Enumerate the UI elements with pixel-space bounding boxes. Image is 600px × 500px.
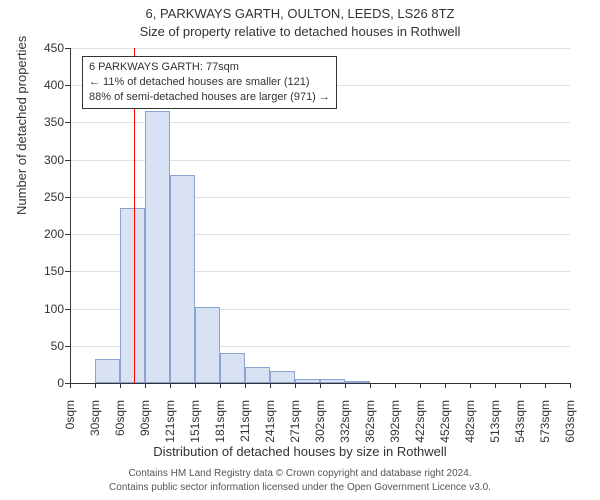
x-tick-label: 422sqm [413, 400, 427, 443]
x-tick-mark [245, 383, 246, 388]
histogram-bar [245, 367, 270, 383]
y-tick-label: 250 [24, 190, 64, 204]
x-tick-label: 90sqm [138, 400, 152, 436]
x-tick-mark [420, 383, 421, 388]
gridline-h [70, 48, 570, 49]
footer-line-2: Contains public sector information licen… [0, 482, 600, 493]
x-tick-label: 121sqm [163, 400, 177, 443]
x-tick-label: 362sqm [363, 400, 377, 443]
histogram-bar [270, 371, 295, 383]
histogram-bar [170, 175, 195, 383]
x-tick-mark [570, 383, 571, 388]
x-tick-label: 332sqm [338, 400, 352, 443]
x-tick-mark [145, 383, 146, 388]
x-tick-label: 0sqm [63, 400, 77, 429]
x-tick-mark [345, 383, 346, 388]
x-tick-label: 603sqm [563, 400, 577, 443]
x-tick-mark [445, 383, 446, 388]
y-axis-line [70, 48, 71, 383]
x-tick-label: 573sqm [538, 400, 552, 443]
y-tick-label: 450 [24, 41, 64, 55]
chart-title-address: 6, PARKWAYS GARTH, OULTON, LEEDS, LS26 8… [0, 6, 600, 21]
x-tick-mark [70, 383, 71, 388]
x-tick-label: 30sqm [88, 400, 102, 436]
histogram-bar [145, 111, 171, 383]
annotation-box: 6 PARKWAYS GARTH: 77sqm ← 11% of detache… [82, 56, 337, 109]
x-tick-mark [270, 383, 271, 388]
annotation-line-1: 6 PARKWAYS GARTH: 77sqm [89, 60, 330, 75]
y-tick-label: 350 [24, 115, 64, 129]
y-tick-label: 0 [24, 376, 64, 390]
x-tick-label: 452sqm [438, 400, 452, 443]
x-tick-label: 211sqm [238, 400, 252, 442]
y-tick-label: 200 [24, 227, 64, 241]
x-axis-title: Distribution of detached houses by size … [0, 444, 600, 459]
x-tick-mark [470, 383, 471, 388]
x-tick-mark [395, 383, 396, 388]
plot-area: 6 PARKWAYS GARTH: 77sqm ← 11% of detache… [70, 48, 570, 383]
x-tick-label: 151sqm [188, 400, 202, 443]
chart-container: 6, PARKWAYS GARTH, OULTON, LEEDS, LS26 8… [0, 0, 600, 500]
x-tick-mark [495, 383, 496, 388]
histogram-bar [195, 307, 220, 383]
histogram-bar [95, 359, 120, 383]
y-tick-label: 400 [24, 78, 64, 92]
x-tick-mark [95, 383, 96, 388]
x-tick-mark [320, 383, 321, 388]
x-tick-label: 513sqm [488, 400, 502, 443]
x-tick-mark [545, 383, 546, 388]
y-tick-label: 100 [24, 302, 64, 316]
x-tick-mark [120, 383, 121, 388]
x-tick-label: 302sqm [313, 400, 327, 443]
x-tick-mark [520, 383, 521, 388]
y-tick-label: 300 [24, 153, 64, 167]
histogram-bar [120, 208, 145, 383]
x-tick-mark [170, 383, 171, 388]
x-tick-label: 392sqm [388, 400, 402, 443]
annotation-line-3: 88% of semi-detached houses are larger (… [89, 90, 330, 105]
histogram-bar [220, 353, 245, 383]
annotation-line-2: ← 11% of detached houses are smaller (12… [89, 75, 330, 90]
x-tick-label: 271sqm [288, 400, 302, 443]
x-tick-mark [295, 383, 296, 388]
x-tick-mark [195, 383, 196, 388]
y-tick-label: 50 [24, 339, 64, 353]
x-tick-mark [370, 383, 371, 388]
x-tick-mark [220, 383, 221, 388]
x-tick-label: 241sqm [263, 400, 277, 443]
x-tick-label: 482sqm [463, 400, 477, 443]
y-tick-label: 150 [24, 264, 64, 278]
chart-title-subtitle: Size of property relative to detached ho… [0, 24, 600, 39]
x-tick-label: 60sqm [113, 400, 127, 436]
footer-line-1: Contains HM Land Registry data © Crown c… [0, 468, 600, 479]
x-tick-label: 181sqm [213, 400, 227, 443]
x-tick-label: 543sqm [513, 400, 527, 443]
